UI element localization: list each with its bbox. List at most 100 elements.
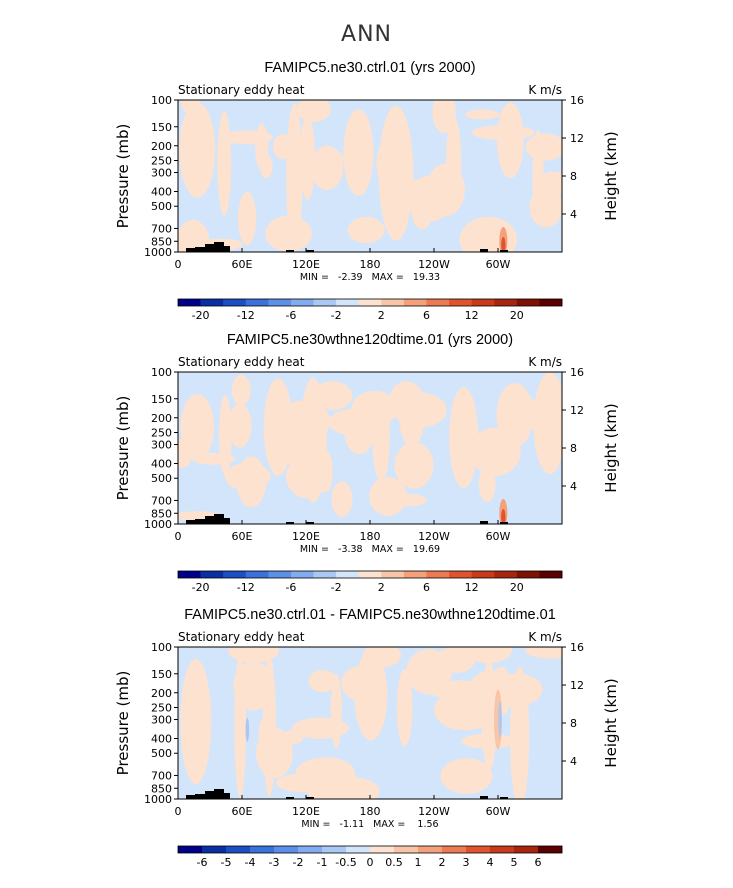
colorbar-swatch [403,571,427,578]
y-tick-label: 500 [151,747,172,760]
x-tick-label: 60E [232,258,253,271]
colorbar-swatch [358,299,382,306]
x-tick-label: 180 [360,805,381,818]
colorbar-swatch [516,299,540,306]
page-title: ANN [341,22,392,47]
positive-region [491,673,543,706]
colorbar-swatch [358,571,382,578]
y2-tick-label: 12 [570,132,584,145]
colorbar-label: -0.5 [335,856,356,869]
panel-left-label: Stationary eddy heat [178,355,305,369]
colorbar-swatch [250,846,275,853]
colorbar-swatch [336,571,360,578]
colorbar-swatch [245,571,269,578]
positive-region [228,647,279,663]
positive-region [179,102,216,198]
negative-streak [498,701,502,738]
colorbar-swatch [514,846,539,853]
y2-tick-label: 8 [570,717,577,730]
y-tick-label: 150 [151,668,172,681]
topography [220,246,230,252]
colorbar-label: 2 [439,856,446,869]
y-tick-label: 200 [151,687,172,700]
colorbar-swatch [290,299,314,306]
colorbar-label: 6 [423,309,430,322]
y-axis-title: Pressure (mb) [114,396,132,501]
x-tick-label: 60W [486,258,511,271]
y-tick-label: 500 [151,200,172,213]
topography [220,793,230,799]
positive-region [224,462,271,491]
positive-region [192,699,206,715]
y2-tick-label: 16 [570,94,584,107]
positive-region [331,481,353,517]
colorbar-label: -6 [197,856,208,869]
positive-region [436,647,475,673]
positive-region [308,670,338,693]
positive-region [178,438,193,468]
colorbar-label: -3 [269,856,280,869]
colorbar-label: -6 [285,309,296,322]
colorbar-label: 1 [415,856,422,869]
positive-region [313,381,353,411]
positive-region [378,105,414,241]
y-tick-label: 1000 [144,518,172,531]
positive-region [217,111,232,217]
positive-region [320,150,344,169]
positive-region [496,102,524,179]
x-tick-label: 120W [418,805,450,818]
positive-region [434,689,496,731]
colorbar-swatch [539,571,563,578]
colorbar-swatch [313,299,337,306]
colorbar-swatch [202,846,227,853]
topography [195,519,205,524]
colorbar-label: -5 [221,856,232,869]
min-max-stats: MIN = -3.38 MAX = 19.69 [300,544,440,555]
colorbar-label: 12 [465,581,479,594]
panel-2: FAMIPC5.ne30wthne120dtime.01 (yrs 2000) S… [114,332,620,594]
positive-region [465,109,501,120]
colorbar-label: -20 [192,309,210,322]
y-tick-label: 100 [151,366,172,379]
y-tick-label: 1000 [144,793,172,806]
topography [214,514,224,524]
positive-region [272,134,294,160]
colorbar-frame [177,570,563,579]
colorbar-swatch [336,299,360,306]
colorbar-label: 6 [535,856,542,869]
positive-region [524,410,562,426]
colorbar-swatch [426,571,450,578]
topography [306,522,314,524]
topography [500,522,508,524]
colorbar-label: -12 [237,581,255,594]
y-tick-label: 850 [151,507,172,520]
y2-tick-label: 12 [570,404,584,417]
colorbar-swatch [418,846,443,853]
colorbar-label: 4 [487,856,494,869]
positive-region [276,400,331,443]
y-tick-label: 200 [151,140,172,153]
colorbar-swatch [178,571,201,578]
x-tick-label: 120E [292,805,320,818]
positive-region [461,733,516,749]
colorbar-swatch [494,571,518,578]
x-tick-label: 120E [292,258,320,271]
positive-region [255,123,269,171]
positive-region [525,133,562,161]
min-max-stats: MIN = -1.11 MAX = 1.56 [301,819,438,830]
x-tick-label: 0 [175,258,182,271]
colorbar-label: 2 [378,309,385,322]
positive-region [265,215,312,252]
colorbar-swatch [322,846,347,853]
y-tick-label: 150 [151,393,172,406]
y-tick-label: 700 [151,222,172,235]
positive-region [362,647,402,668]
positive-region [231,374,251,406]
min-max-stats: MIN = -2.39 MAX = 19.33 [300,272,440,283]
positive-region [440,758,493,794]
panel-right-label: K m/s [528,630,562,644]
panel-title: FAMIPC5.ne30.ctrl.01 - FAMIPC5.ne30wthne… [184,607,556,623]
y-tick-label: 400 [151,733,172,746]
topography [220,518,230,524]
positive-region [408,175,453,222]
